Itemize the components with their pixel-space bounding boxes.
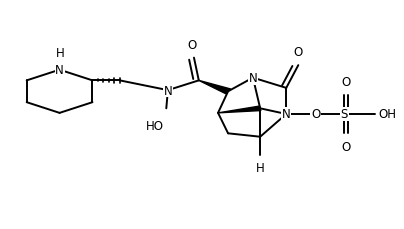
Text: N: N xyxy=(164,84,172,97)
Text: OH: OH xyxy=(379,108,397,121)
Polygon shape xyxy=(218,107,261,113)
Text: O: O xyxy=(311,108,320,121)
Text: S: S xyxy=(341,108,348,121)
Text: N: N xyxy=(248,72,257,85)
Text: N: N xyxy=(55,64,64,77)
Text: O: O xyxy=(342,76,351,89)
Text: H: H xyxy=(256,161,265,174)
Polygon shape xyxy=(199,81,231,94)
Text: O: O xyxy=(342,140,351,153)
Text: O: O xyxy=(294,46,303,59)
Text: H: H xyxy=(56,46,65,60)
Text: HO: HO xyxy=(146,119,164,132)
Text: N: N xyxy=(282,108,290,121)
Text: O: O xyxy=(187,39,197,52)
